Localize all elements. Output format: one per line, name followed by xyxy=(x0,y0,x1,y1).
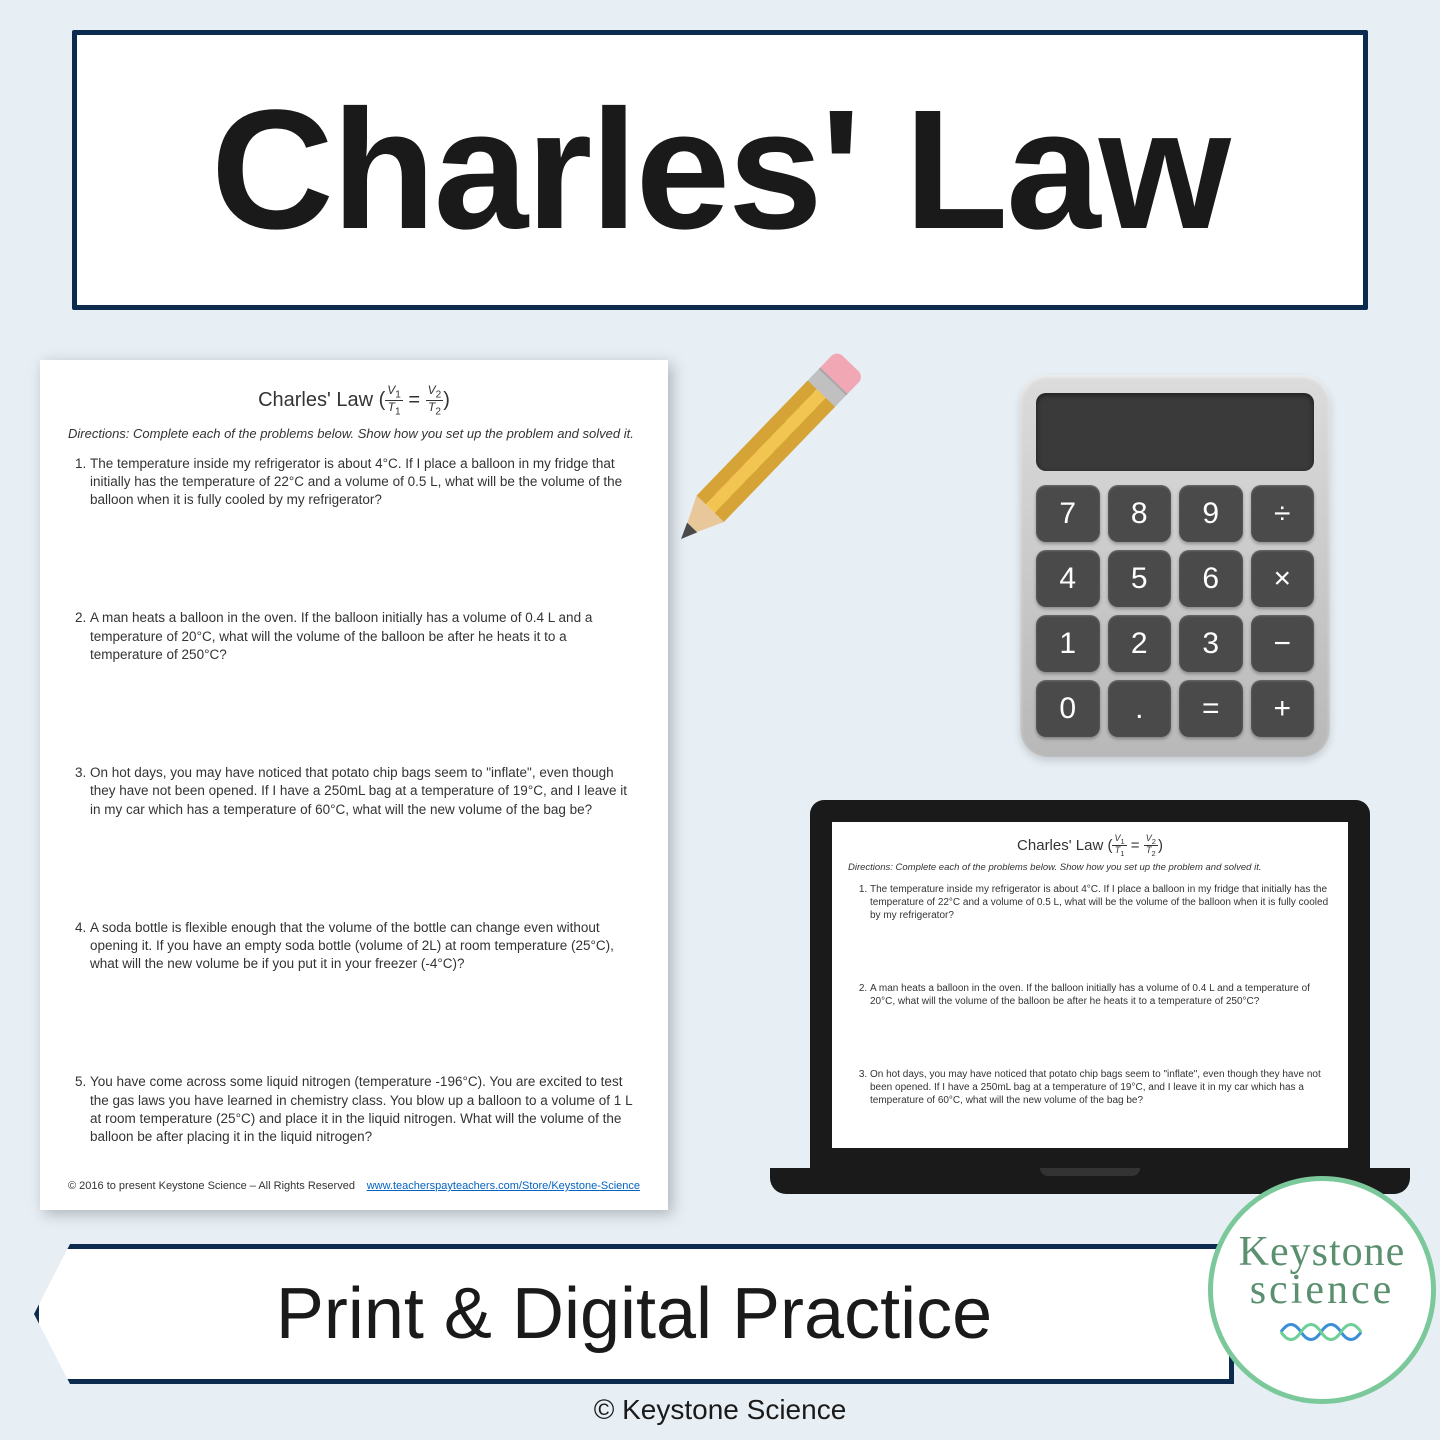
calc-button: × xyxy=(1251,550,1315,607)
calc-button: 9 xyxy=(1179,485,1243,542)
problem-item: You have come across some liquid nitroge… xyxy=(90,1073,640,1146)
heading-prefix: Charles' Law ( xyxy=(258,389,385,411)
brand-logo: Keystone science xyxy=(1208,1176,1436,1404)
problem-item: On hot days, you may have noticed that p… xyxy=(90,764,640,819)
problem-item: The temperature inside my refrigerator i… xyxy=(870,883,1332,922)
page-copyright: © Keystone Science xyxy=(0,1394,1440,1426)
problem-item: A man heats a balloon in the oven. If th… xyxy=(90,609,640,664)
formula-frac-1: V1T1 xyxy=(385,384,403,418)
logo-line2: science xyxy=(1250,1271,1395,1311)
subtitle-banner: Print & Digital Practice xyxy=(34,1244,1234,1384)
calc-button: 8 xyxy=(1108,485,1172,542)
subtitle-text: Print & Digital Practice xyxy=(276,1273,992,1355)
calculator-keypad: 7 8 9 ÷ 4 5 6 × 1 2 3 − 0 . = + xyxy=(1036,485,1314,737)
formula-frac-2: V2T2 xyxy=(426,384,444,418)
page-title: Charles' Law xyxy=(211,72,1229,268)
footer-link[interactable]: www.teacherspayteachers.com/Store/Keysto… xyxy=(367,1180,640,1192)
laptop-heading: Charles' Law (V1T1 = V2T2) xyxy=(848,834,1332,858)
problem-item: A man heats a balloon in the oven. If th… xyxy=(870,982,1332,1008)
laptop-directions: Directions: Complete each of the problem… xyxy=(848,862,1332,873)
calculator-icon: 7 8 9 ÷ 4 5 6 × 1 2 3 − 0 . = + xyxy=(1020,375,1330,757)
calc-button: 2 xyxy=(1108,615,1172,672)
calc-button: = xyxy=(1179,680,1243,737)
dna-icon xyxy=(1279,1317,1365,1347)
calc-button: 1 xyxy=(1036,615,1100,672)
heading-suffix: ) xyxy=(443,389,450,411)
calc-button: 7 xyxy=(1036,485,1100,542)
worksheet-heading: Charles' Law (V1T1 = V2T2) xyxy=(68,384,640,418)
calculator-screen xyxy=(1036,393,1314,471)
calc-button: 0 xyxy=(1036,680,1100,737)
problem-item: On hot days, you may have noticed that p… xyxy=(870,1068,1332,1107)
calc-button: 6 xyxy=(1179,550,1243,607)
calc-button: ÷ xyxy=(1251,485,1315,542)
worksheet-problem-list: The temperature inside my refrigerator i… xyxy=(68,455,640,1147)
problem-item: A soda bottle is flexible enough that th… xyxy=(90,919,640,974)
laptop-worksheet: Charles' Law (V1T1 = V2T2) Directions: C… xyxy=(832,822,1348,1119)
calc-button: 5 xyxy=(1108,550,1172,607)
title-banner: Charles' Law xyxy=(72,30,1368,310)
worksheet-footer: © 2016 to present Keystone Science – All… xyxy=(68,1180,640,1192)
laptop-icon: Charles' Law (V1T1 = V2T2) Directions: C… xyxy=(770,800,1410,1194)
calc-button: 3 xyxy=(1179,615,1243,672)
calc-button: 4 xyxy=(1036,550,1100,607)
laptop-screen: Charles' Law (V1T1 = V2T2) Directions: C… xyxy=(810,800,1370,1168)
laptop-problem-list: The temperature inside my refrigerator i… xyxy=(848,883,1332,1107)
calc-button: − xyxy=(1251,615,1315,672)
worksheet-directions: Directions: Complete each of the problem… xyxy=(68,426,640,441)
footer-copyright: © 2016 to present Keystone Science – All… xyxy=(68,1180,355,1192)
calc-button: . xyxy=(1108,680,1172,737)
calc-button: + xyxy=(1251,680,1315,737)
logo-line1: Keystone xyxy=(1239,1233,1406,1272)
